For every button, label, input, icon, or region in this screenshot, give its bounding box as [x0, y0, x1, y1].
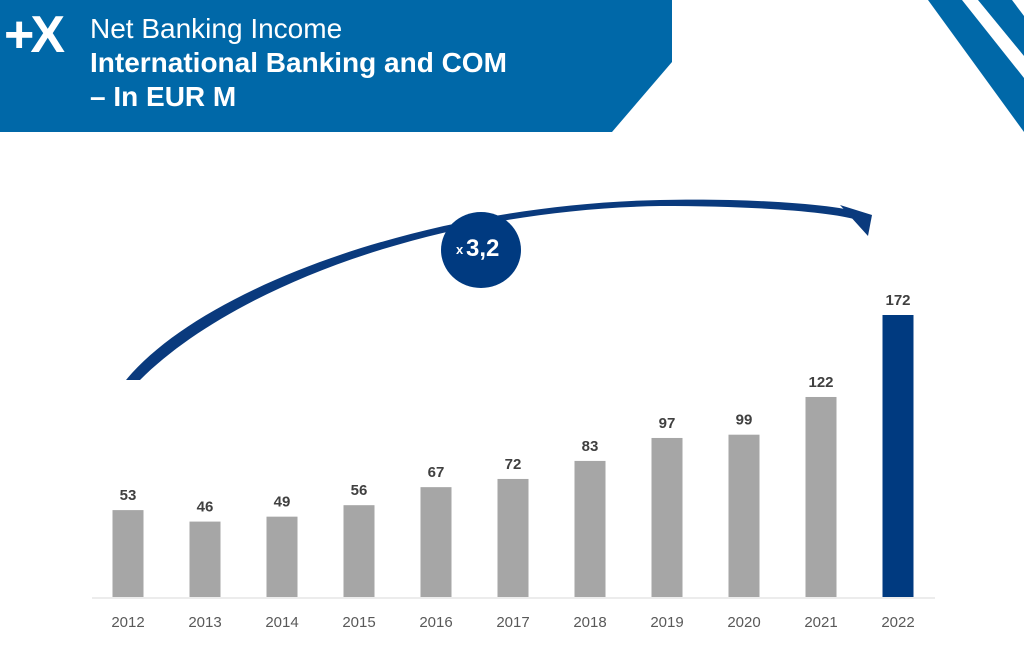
bar: [497, 478, 529, 597]
title-line-3: – In EUR M: [90, 81, 237, 112]
data-label: 53: [120, 487, 137, 504]
bar: [112, 510, 144, 597]
decorative-stripe: [978, 0, 1024, 56]
decorative-stripe: [928, 0, 1024, 132]
bar: [189, 521, 221, 597]
x-tick-label: 2013: [188, 614, 221, 631]
title-line-1: Net Banking Income: [90, 13, 343, 44]
data-label: 99: [736, 412, 753, 429]
bar: [343, 505, 375, 597]
x-tick-label: 2016: [419, 614, 452, 631]
page-title: Net Banking Income International Banking…: [90, 12, 507, 114]
header-banner: [0, 0, 1024, 132]
bar: [574, 460, 606, 597]
data-label: 49: [274, 494, 291, 511]
bar: [266, 516, 298, 597]
growth-arrow-head: [840, 205, 872, 236]
multiplier-prefix: x: [456, 242, 464, 257]
x-tick-label: 2021: [804, 614, 837, 631]
multiplier-value: 3,2: [466, 235, 499, 262]
bar: [882, 315, 914, 597]
data-label: 72: [505, 456, 522, 473]
data-label: 97: [659, 415, 676, 432]
bar: [805, 396, 837, 597]
x-tick-label: 2014: [265, 614, 298, 631]
bar: [651, 437, 683, 597]
title-line-2: International Banking and COM: [90, 47, 507, 78]
x-tick-label: 2017: [496, 614, 529, 631]
x-tick-label: 2020: [727, 614, 760, 631]
data-label: 46: [197, 499, 214, 516]
growth-arrow-group: x 3,2: [126, 199, 872, 380]
data-label: 122: [808, 374, 833, 391]
growth-arrow: [126, 199, 866, 380]
x-tick-label: 2015: [342, 614, 375, 631]
data-label: 67: [428, 464, 445, 481]
brand-logo: +X: [4, 6, 65, 64]
banner-background: [0, 0, 672, 132]
bar: [420, 487, 452, 597]
x-tick-label: 2019: [650, 614, 683, 631]
bars-group: [112, 315, 914, 597]
bar: [728, 434, 760, 597]
x-tick-label: 2022: [881, 614, 914, 631]
data-labels-group: 53 46 49 56 67 72 83 97 99 122 172: [120, 292, 911, 516]
data-label: 172: [885, 292, 910, 309]
data-label: 56: [351, 482, 368, 499]
x-tick-label: 2018: [573, 614, 606, 631]
x-tick-label: 2012: [111, 614, 144, 631]
data-label: 83: [582, 438, 599, 455]
multiplier-badge: [441, 212, 521, 288]
x-tick-labels-group: 2012 2013 2014 2015 2016 2017 2018 2019 2020 2021…: [111, 614, 914, 631]
